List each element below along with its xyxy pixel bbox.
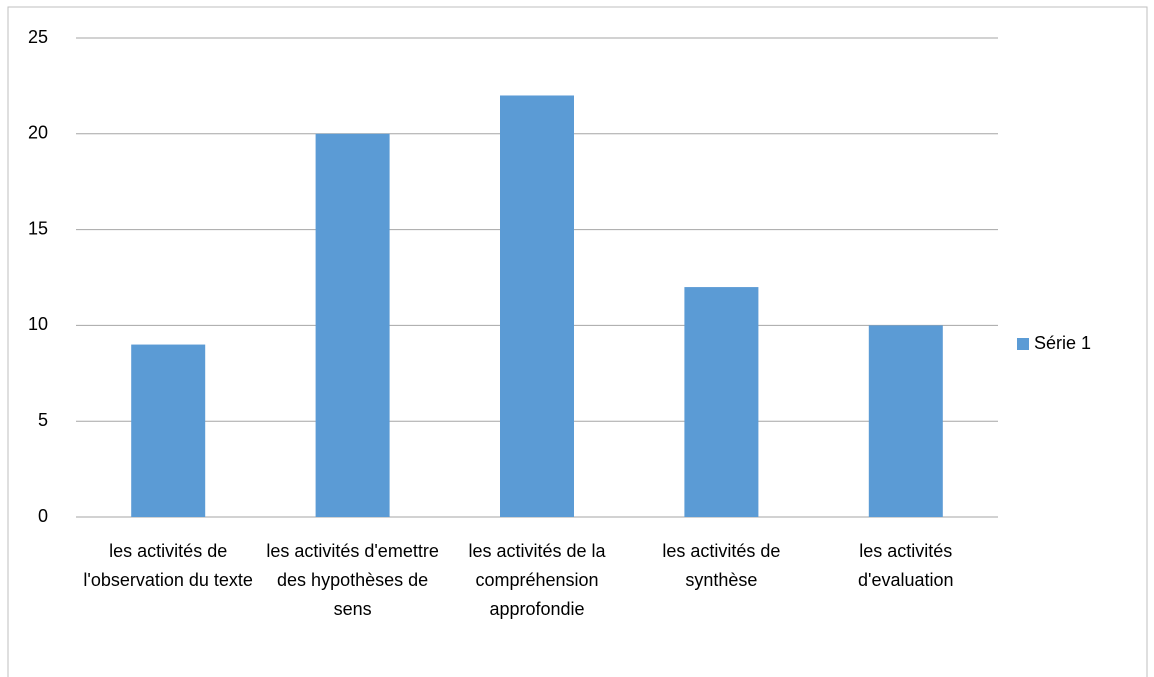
legend-label: Série 1 [1034, 333, 1091, 353]
x-tick-label: les activités d'evaluation [858, 541, 954, 590]
legend-swatch [1017, 338, 1029, 350]
y-tick-label: 20 [28, 123, 48, 143]
x-tick-label: les activités de synthèse [662, 541, 781, 590]
y-tick-label: 15 [28, 218, 48, 238]
bar [684, 287, 759, 517]
bar [500, 95, 574, 517]
y-tick-label: 25 [28, 27, 48, 47]
bar [315, 133, 390, 518]
x-tick-label: les activités de la compréhension approf… [468, 541, 606, 619]
y-tick-label: 0 [38, 506, 48, 526]
y-tick-label: 5 [38, 410, 48, 430]
bar [131, 344, 206, 517]
chart-border [7, 6, 1148, 677]
bar [868, 325, 943, 517]
x-tick-label: les activités de l'observation du texte [83, 541, 253, 590]
y-tick-label: 10 [28, 314, 48, 334]
x-tick-label: les activités d'emettre des hypothèses d… [266, 541, 439, 619]
